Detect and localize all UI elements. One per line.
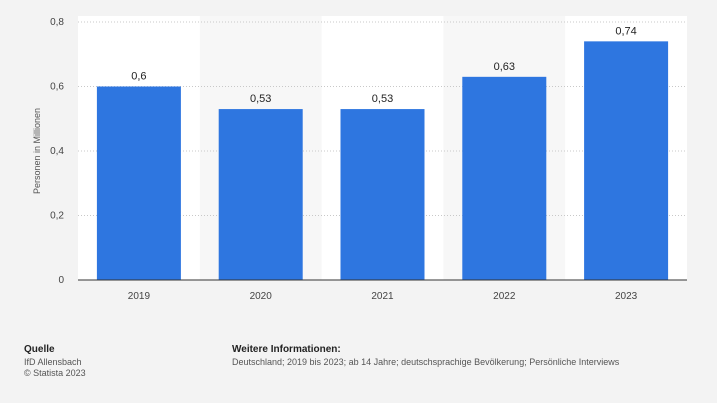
x-tick-label: 2022 xyxy=(493,291,516,302)
y-tick-label: 0,4 xyxy=(50,146,64,157)
bar[interactable] xyxy=(462,76,547,280)
data-label: 0,63 xyxy=(494,61,515,73)
data-label: 0,74 xyxy=(615,25,636,37)
source-section: Quelle IfD Allensbach © Statista 2023 xyxy=(24,344,224,379)
data-label: 0,6 xyxy=(131,71,146,83)
y-tick-label: 0,2 xyxy=(50,211,64,222)
source-line: IfD Allensbach xyxy=(24,357,82,367)
data-label: 0,53 xyxy=(250,93,271,105)
y-tick-label: 0 xyxy=(58,275,64,286)
y-axis-title: Personen in Millionen xyxy=(32,108,42,194)
x-tick-label: 2023 xyxy=(615,291,638,302)
data-label: 0,53 xyxy=(372,93,393,105)
info-text: Deutschland; 2019 bis 2023; ab 14 Jahre;… xyxy=(232,357,620,367)
bar-chart: 0 0,2 0,4 0,6 0,8 0,6 2019 0,53 2020 0,53 2021 0,63… xyxy=(32,16,687,302)
bar[interactable] xyxy=(584,41,669,280)
x-tick-label: 2021 xyxy=(371,291,394,302)
x-tick-label: 2019 xyxy=(128,291,151,302)
bar[interactable] xyxy=(340,109,425,280)
x-tick-label: 2020 xyxy=(250,291,273,302)
bar[interactable] xyxy=(218,109,303,280)
y-tick-label: 0,6 xyxy=(50,82,64,93)
source-heading: Quelle xyxy=(24,344,55,355)
y-tick-label: 0,8 xyxy=(50,17,64,28)
bar[interactable] xyxy=(96,86,181,281)
info-heading: Weitere Informationen: xyxy=(232,344,341,355)
info-section: Weitere Informationen: Deutschland; 2019… xyxy=(232,344,702,368)
copyright-line: © Statista 2023 xyxy=(24,368,86,378)
